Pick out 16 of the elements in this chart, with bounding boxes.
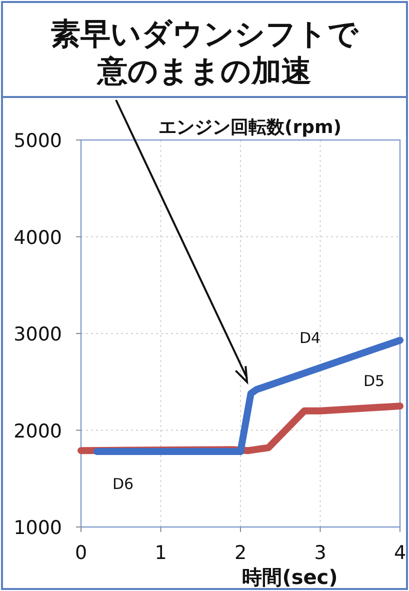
x-axis-title: 時間(sec) — [242, 565, 338, 589]
y-tick-label: 1000 — [14, 517, 62, 539]
y-tick-label: 5000 — [14, 130, 62, 152]
chart-title: 素早いダウンシフトで意のままの加速 — [50, 17, 360, 89]
x-tick-label: 2 — [234, 542, 247, 564]
x-tick-label: 0 — [74, 542, 88, 564]
y-axis-title: エンジン回転数(rpm) — [158, 117, 342, 138]
annotation: D5 — [363, 372, 385, 390]
x-tick-label: 1 — [154, 542, 167, 564]
annotation: D6 — [112, 475, 134, 493]
y-tick-label: 4000 — [14, 226, 62, 249]
y-tick-label: 2000 — [14, 420, 62, 442]
x-tick-label: 3 — [314, 542, 326, 564]
annotation: D4 — [299, 329, 321, 347]
y-tick-label: 3000 — [14, 324, 62, 346]
x-tick-label: 4 — [394, 542, 406, 564]
